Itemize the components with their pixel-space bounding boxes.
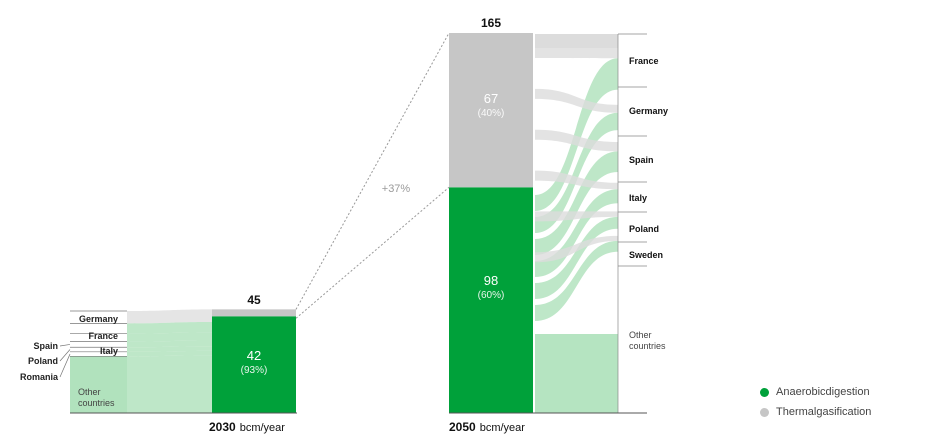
flow-2030-other-fill [70, 356, 127, 413]
flow-2050-grey-italy [535, 170, 618, 190]
flow-2050-grey-france [535, 43, 618, 59]
leader-2030-3 [59, 344, 71, 347]
country-2050-germany: Germany [629, 106, 668, 116]
legend-label-anaerobic: Anaerobicdigestion [776, 386, 870, 398]
share-label-2030-anaerobic: (93%) [241, 365, 268, 376]
country-2030-poland: Poland [28, 356, 58, 366]
country-2030-italy: Italy [100, 346, 118, 356]
share-label-2050-anaerobic: (60%) [478, 290, 505, 301]
country-2030-france: France [88, 331, 118, 341]
flow-2030-spain [127, 340, 212, 348]
total-label-2050: 165 [481, 16, 501, 30]
country-2030-romania: Romania [20, 372, 59, 382]
flow-2050-grey-spain [535, 129, 618, 152]
year-axis-label-2050: 2050 bcm/year [449, 420, 525, 434]
flow-2030-italy [127, 332, 212, 342]
legend-item-thermal: Thermalgasification [760, 402, 871, 422]
legend-dot-anaerobic [760, 387, 769, 397]
country-2050-other-line1: Other [629, 330, 652, 340]
flow-2050-grey-germany [535, 88, 618, 113]
country-2030-other-line2: countries [78, 398, 115, 408]
country-2050-spain: Spain [629, 155, 654, 165]
connector-top [295, 32, 450, 310]
bar-2030-thermal [212, 309, 296, 317]
legend-item-anaerobic: Anaerobicdigestion [760, 382, 871, 402]
flow-2050-green-poland [535, 216, 618, 299]
unit-label-2030: bcm/year [240, 422, 286, 434]
bars-layer [70, 32, 647, 414]
flow-2030-other-countries [127, 355, 212, 413]
total-label-2030: 45 [247, 293, 261, 307]
country-2030-spain: Spain [33, 341, 58, 351]
country-2050-sweden: Sweden [629, 250, 663, 260]
share-label-2050-thermal: (40%) [478, 108, 505, 119]
value-label-2030-anaerobic: 42 [247, 348, 261, 363]
country-2050-italy: Italy [629, 193, 647, 203]
flows-layer [70, 33, 647, 413]
flow-2030-germany [127, 309, 212, 324]
leader-2030-5 [59, 353, 71, 378]
growth-label: +37% [382, 183, 411, 195]
flow-2050-grey-poland [535, 211, 618, 222]
flow-2050-green-france [535, 58, 618, 212]
flow-2050-green-spain [535, 151, 618, 255]
bar-2030-anaerobic [212, 316, 296, 413]
country-2030-other-line1: Other [78, 387, 101, 397]
flow-2030-france [127, 322, 212, 334]
bar-2050-anaerobic [449, 187, 533, 413]
legend-label-thermal: Thermalgasification [776, 406, 872, 418]
year-axis-label-2030: 2030 bcm/year [209, 420, 285, 434]
country-2030-germany: Germany [79, 314, 118, 324]
legend-dot-thermal [760, 407, 769, 417]
value-label-2050-thermal: 67 [484, 91, 498, 106]
country-2050-france: France [629, 56, 659, 66]
connector-bottom [295, 186, 450, 319]
value-label-2050-anaerobic: 98 [484, 273, 498, 288]
legend: Anaerobicdigestion Thermalgasification [760, 382, 871, 422]
labels-layer: +37% 45 165 42 (93%) 67 (40%) 98 (60%) 2030 bcm/ye… [20, 16, 668, 434]
leader-2030-4 [59, 349, 71, 362]
flow-2050-green-germany [535, 112, 618, 233]
year-label-2050: 2050 [449, 420, 476, 434]
unit-label-2050: bcm/year [480, 422, 526, 434]
year-label-2030: 2030 [209, 420, 236, 434]
country-2050-poland: Poland [629, 224, 659, 234]
flow-2030-poland [127, 346, 212, 352]
flow-2050-other-fill [535, 334, 618, 413]
flow-2030-romania [127, 350, 212, 357]
flow-2050-grey-sweden [535, 235, 618, 263]
flow-2050-green-sweden [535, 240, 618, 321]
country-2050-other-line2: countries [629, 341, 666, 351]
bar-2050-thermal [449, 33, 533, 188]
